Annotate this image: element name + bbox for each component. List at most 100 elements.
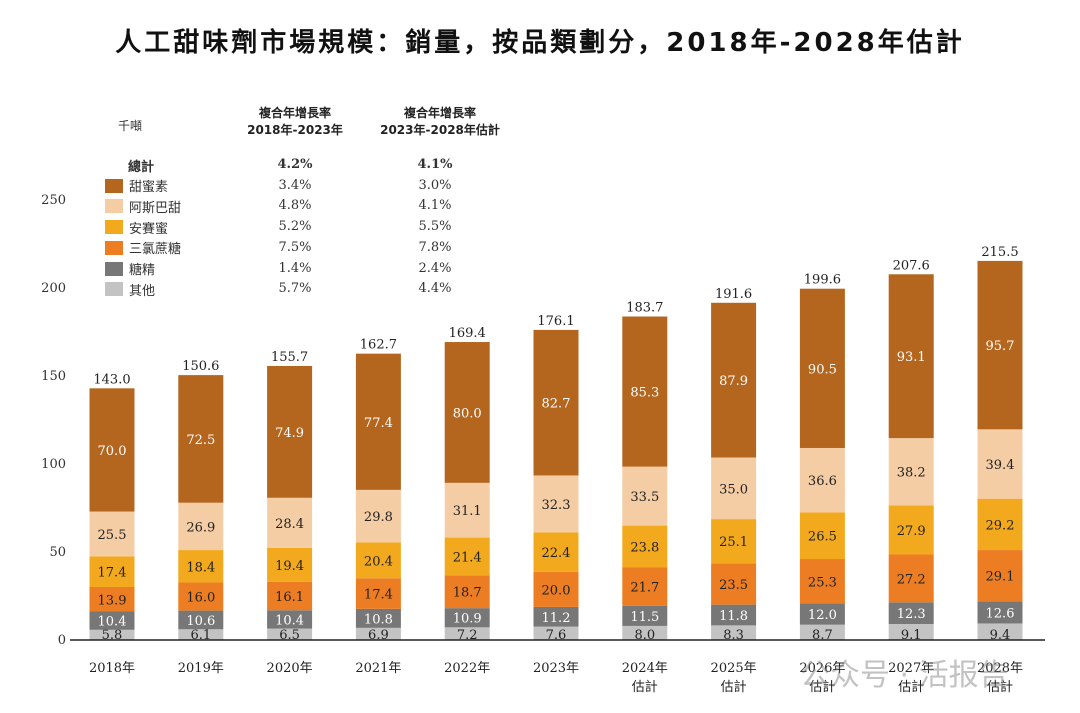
data-label: 77.4 [364,416,393,431]
y-tick-label: 250 [41,193,66,208]
y-tick-label: 0 [58,633,66,648]
data-label: 85.3 [630,386,659,401]
bar-segment [622,466,668,526]
bar-segment [799,512,845,560]
x-tick-label: 估計 [809,679,835,695]
bar-segment [977,601,1023,624]
data-label: 22.4 [542,546,571,561]
data-label: 26.9 [186,520,215,535]
data-label: 82.7 [542,397,571,412]
data-label: 19.4 [275,559,304,574]
data-label: 16.0 [186,591,215,606]
total-label: 176.1 [537,314,574,329]
total-label: 183.7 [626,301,663,316]
bar-segment [89,511,135,557]
legend-swatch [105,178,123,193]
data-label: 20.4 [364,554,393,569]
data-label: 21.7 [630,581,659,596]
bar-segment [711,302,757,458]
data-label: 95.7 [986,339,1015,354]
bar-segment [444,342,490,483]
bar-segment [711,625,757,640]
cagr-value: 4.2% [277,157,313,172]
data-label: 10.8 [364,612,393,627]
x-tick-label: 2027年 [888,661,934,676]
bar-segment [977,623,1023,640]
data-label: 13.9 [98,593,127,608]
bar-segment [89,629,135,640]
bar-segment [533,606,579,627]
total-label: 215.5 [981,245,1018,260]
bar-segment [622,625,668,640]
y-tick-label: 100 [41,457,66,472]
data-label: 29.8 [364,510,393,525]
bar-segment [888,623,934,640]
data-label: 10.4 [275,613,304,628]
data-label: 23.5 [719,578,748,593]
x-tick-label: 2020年 [267,661,313,676]
bar-segment [888,602,934,624]
data-label: 87.9 [719,374,748,389]
bar-segment [178,550,224,583]
data-label: 29.1 [986,570,1015,585]
data-label: 20.0 [542,583,571,598]
cagr-value: 5.5% [418,219,452,235]
data-label: 29.2 [986,518,1015,533]
data-label: 23.8 [630,541,659,556]
bar-segment [89,611,135,630]
data-label: 33.5 [630,490,659,505]
bar-segment [711,457,757,520]
bar-segment [178,582,224,611]
total-label: 155.7 [271,350,308,365]
bar-segment [444,482,490,538]
bar-segment [267,628,313,640]
bar-segment [533,329,579,476]
total-label: 207.6 [893,258,930,273]
bar-segment [89,587,135,612]
legend-item: 三氯蔗糖 [105,238,181,258]
data-label: 80.0 [453,406,482,421]
bar-segment [178,375,224,503]
data-label: 36.6 [808,474,837,489]
legend-swatch [105,199,123,214]
bar-segment [977,550,1023,602]
data-label: 93.1 [897,350,926,365]
cagr-value: 4.4% [418,281,452,297]
bar-segment [178,629,224,640]
data-label: 27.2 [897,572,926,587]
data-label: 11.8 [719,609,748,624]
bar-segment [89,388,135,512]
cagr-value: 2.4% [418,260,452,276]
data-label: 18.7 [453,586,482,601]
y-tick-label: 200 [41,281,66,296]
total-label: 162.7 [360,338,397,353]
bar-segment [977,429,1023,499]
bar-segment [622,567,668,606]
data-label: 10.6 [186,614,215,629]
bar-segment [533,532,579,572]
data-label: 72.5 [186,433,215,448]
total-label: 199.6 [804,273,841,288]
bar-segment [977,260,1023,430]
legend-swatch [105,220,123,235]
bar-segment [533,475,579,533]
legend-label: 其他 [129,283,156,299]
data-label: 10.4 [98,615,127,630]
cagr-value: 7.8% [418,239,452,255]
cagr-value: 4.1% [418,198,452,214]
data-label: 74.9 [275,426,304,441]
cagr-value: 3.4% [278,177,312,193]
bar-segment [178,610,224,630]
data-label: 11.2 [542,611,571,626]
legend-label: 三氯蔗糖 [129,242,182,258]
bar-segment [533,626,579,640]
total-label: 143.0 [93,372,130,387]
bar-segment [711,604,757,626]
data-label: 25.3 [808,575,837,590]
x-tick-label: 2028年 [977,661,1023,676]
cagr-value: 4.1% [417,157,453,172]
bar-segment [622,316,668,467]
watermark: 公众号 · 活报告 [800,658,1009,693]
